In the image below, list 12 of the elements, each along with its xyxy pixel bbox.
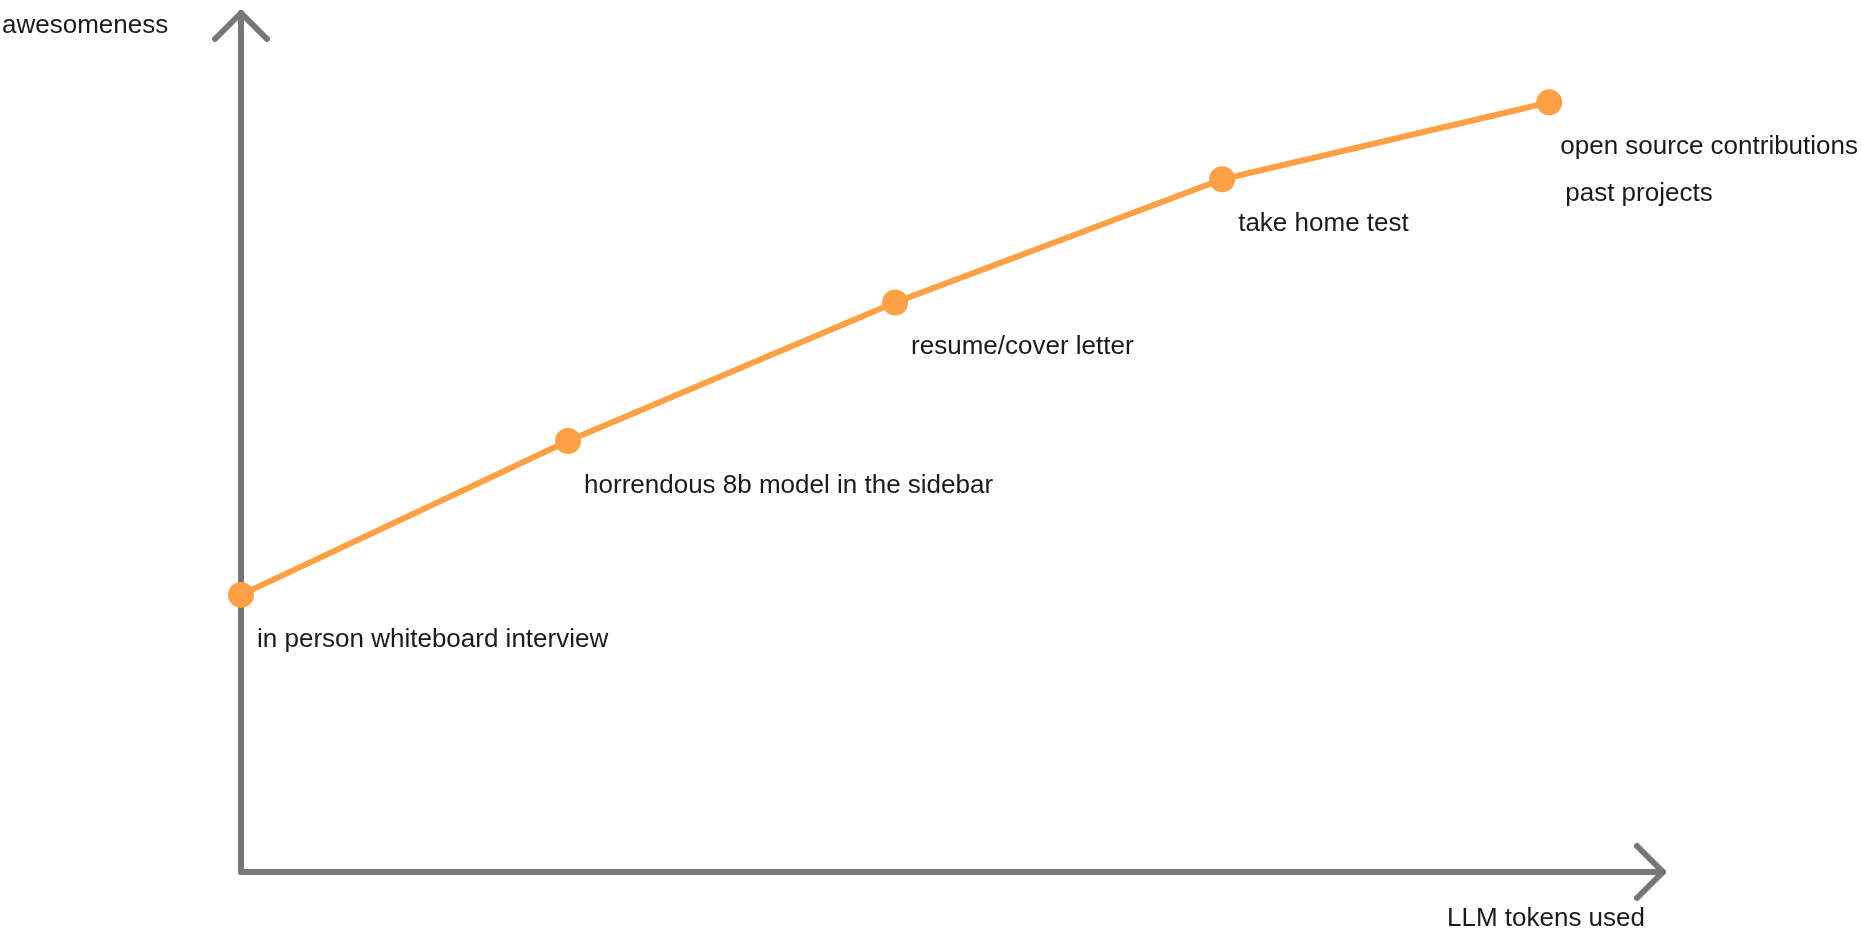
point (1536, 89, 1563, 116)
point (228, 581, 254, 608)
annotation: horrendous 8b model in the sidebar (584, 468, 994, 499)
annotation: resume/cover letter (911, 330, 1134, 361)
y-axis-title: awesomeness (2, 9, 169, 39)
x-axis-title: LLM tokens used (1446, 902, 1645, 930)
annotation: take home test (1238, 207, 1410, 238)
point (1209, 166, 1236, 193)
point (882, 289, 909, 316)
annotation: in person whiteboard interview (257, 622, 609, 653)
annotation: open source contributions past projects (1560, 130, 1859, 208)
point (555, 427, 582, 454)
